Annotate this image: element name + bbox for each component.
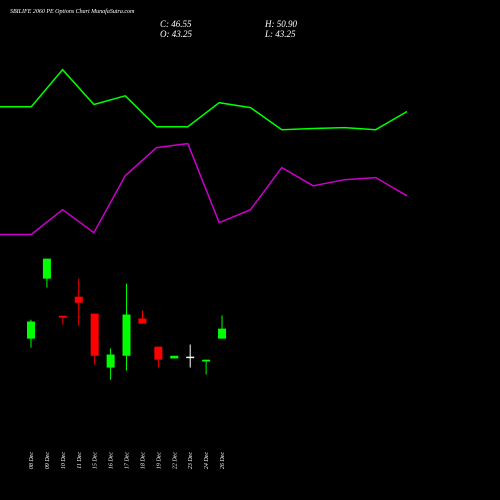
ohlc-low: L: 43.25 xyxy=(264,29,296,39)
x-tick-label: 19 Dec xyxy=(156,452,162,469)
x-tick-label: 23 Dec xyxy=(188,452,194,469)
x-tick-label: 16 Dec xyxy=(109,452,115,469)
x-tick-label: 10 Dec xyxy=(61,452,67,469)
x-tick-label: 15 Dec xyxy=(93,452,99,469)
indicator-line xyxy=(0,142,408,236)
x-tick-label: 11 Dec xyxy=(77,452,83,469)
candle-body xyxy=(170,355,179,359)
x-tick-label: 24 Dec xyxy=(203,452,210,469)
candle-body xyxy=(74,296,83,303)
candle-body xyxy=(42,258,51,279)
x-tick-label: 26 Dec xyxy=(220,452,226,469)
x-tick-label: 18 Dec xyxy=(140,452,146,469)
x-tick-label: 08 Dec xyxy=(29,452,35,469)
candle-body xyxy=(138,318,147,324)
ohlc-close: C: 46.55 xyxy=(160,19,192,29)
x-tick-label: 09 Dec xyxy=(45,452,51,469)
x-tick-label: 22 Dec xyxy=(172,452,178,469)
ohlc-high: H: 50.90 xyxy=(264,19,297,29)
candle-body xyxy=(154,346,163,360)
candle-body xyxy=(122,314,131,356)
indicator-line xyxy=(0,68,408,131)
candle-body xyxy=(218,328,227,339)
candle-body xyxy=(202,359,211,362)
candle-body xyxy=(27,321,35,339)
candle-body xyxy=(186,356,195,359)
candle-body xyxy=(106,354,115,368)
chart-title: SBILIFE 2060 PE Options Chart MunafaSutr… xyxy=(10,8,135,15)
candle-body xyxy=(58,315,67,318)
ohlc-open: O: 43.25 xyxy=(160,29,192,39)
x-tick-label: 17 Dec xyxy=(125,452,131,469)
candle-body xyxy=(90,313,99,356)
